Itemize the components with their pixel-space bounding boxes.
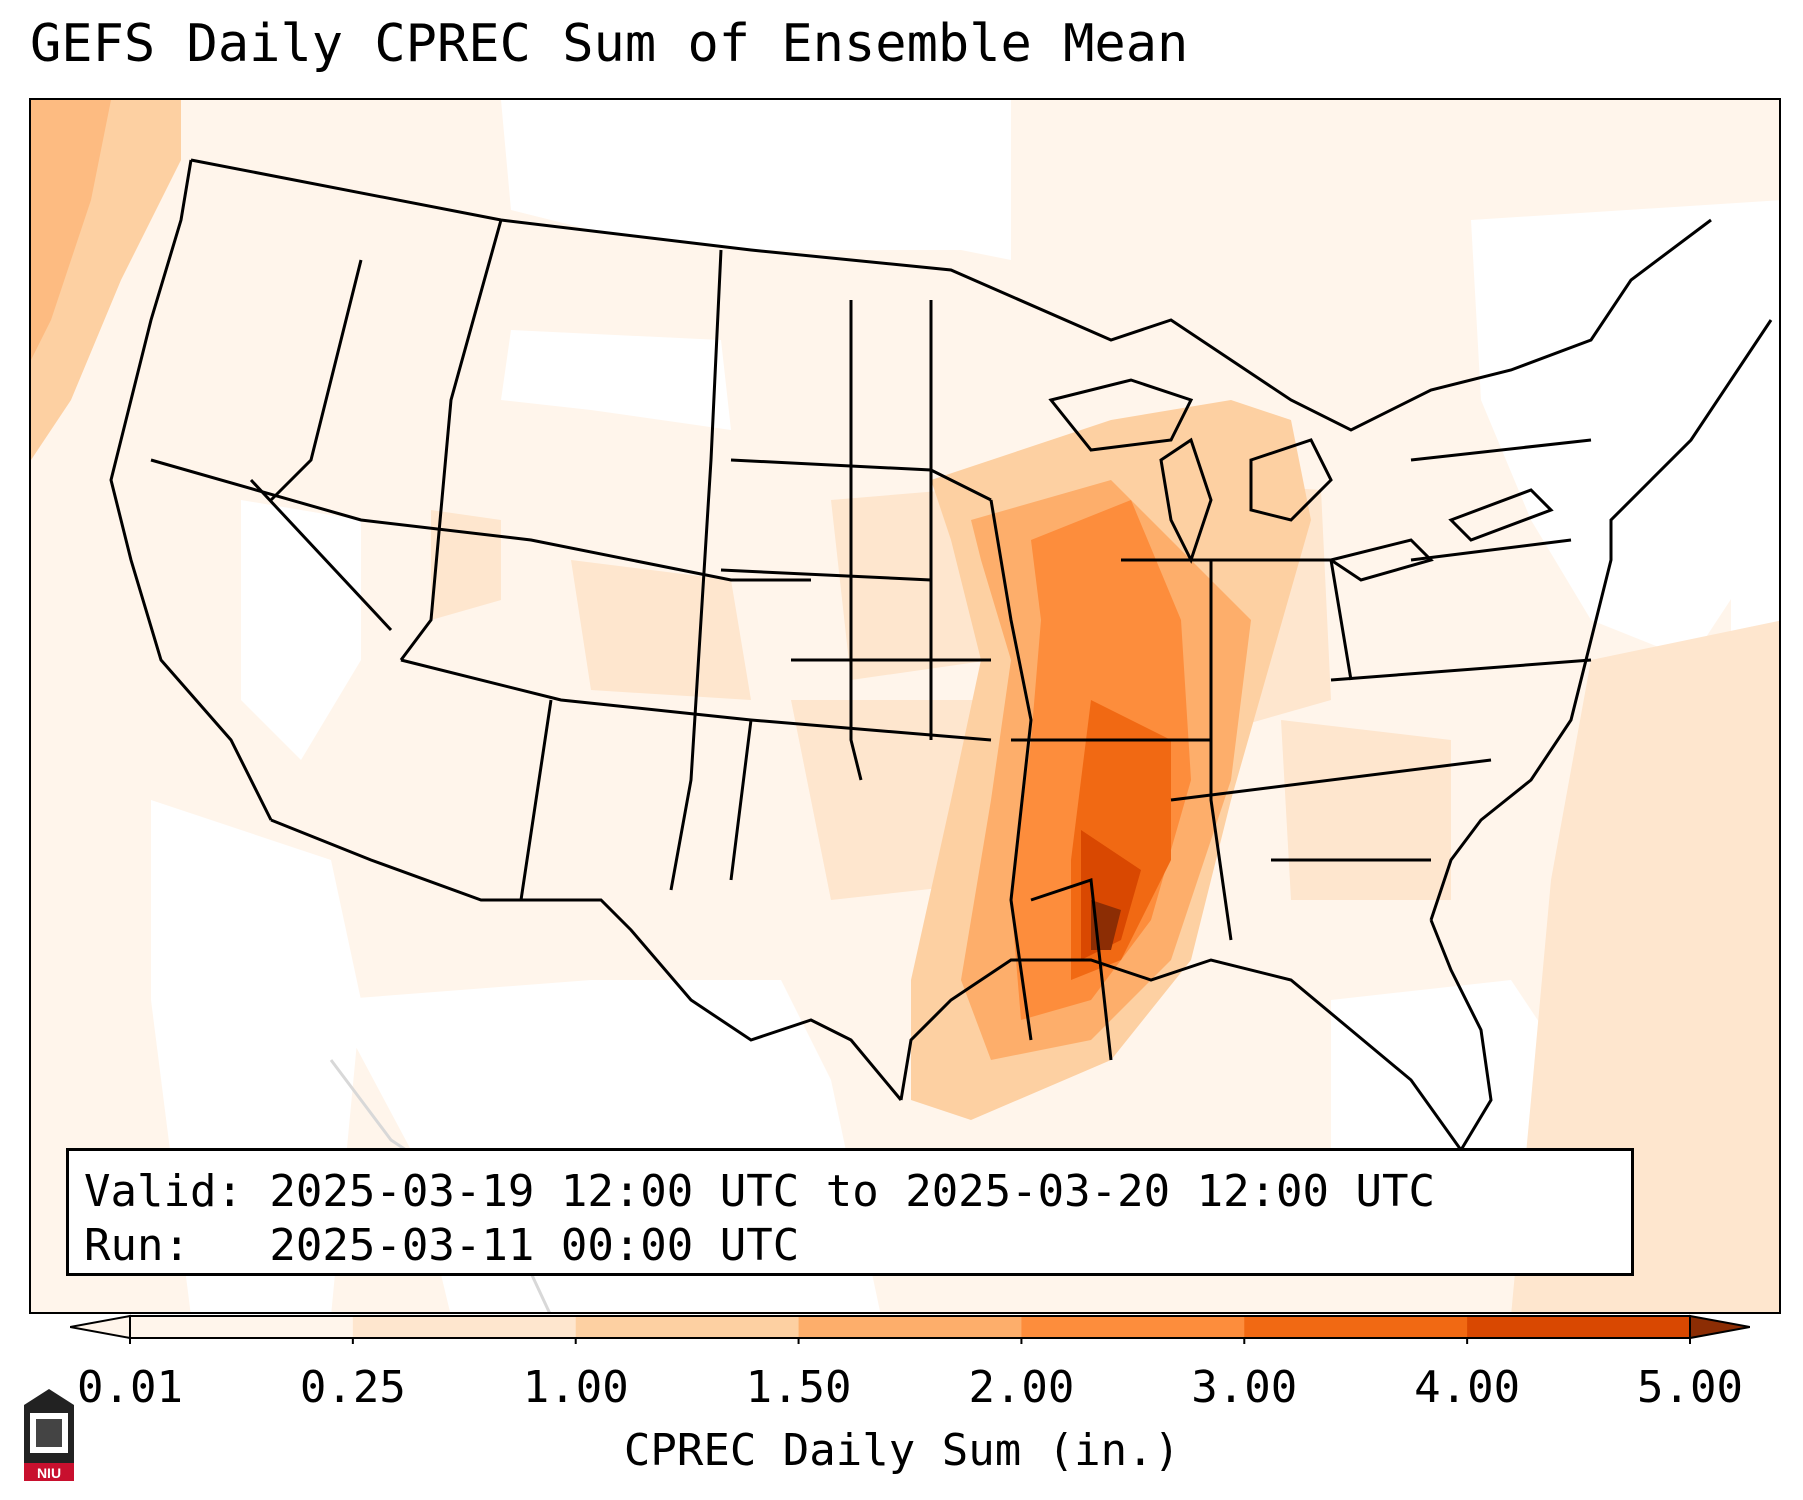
colorbar-tick-label: 5.00 <box>1637 1362 1743 1413</box>
svg-text:NIU: NIU <box>37 1465 61 1481</box>
colorbar-tick-label: 3.00 <box>1191 1362 1298 1413</box>
colorbar-segment <box>130 1316 354 1338</box>
colorbar-segments <box>70 1314 1750 1340</box>
map-panel <box>29 98 1781 1314</box>
colorbar-segment <box>798 1316 1022 1338</box>
colorbar-extend-max <box>1689 1314 1750 1340</box>
colorbar-outline <box>129 1315 1691 1339</box>
colorbar-label: CPREC Daily Sum (in.) <box>623 1425 1181 1476</box>
colorbar-tick-label: 4.00 <box>1414 1362 1521 1413</box>
colorbar-segment <box>352 1316 577 1338</box>
map-title: GEFS Daily CPREC Sum of Ensemble Mean <box>30 14 1189 74</box>
colorbar-tick-label: 1.50 <box>745 1362 852 1413</box>
colorbar-segment <box>1467 1316 1691 1338</box>
colorbar-tick-label: 0.25 <box>299 1362 406 1413</box>
valid-time-line: Valid: 2025-03-19 12:00 UTC to 2025-03-2… <box>84 1166 1436 1217</box>
niu-logo: NIU <box>24 1389 74 1481</box>
atlantic-precip <box>1511 620 1779 1312</box>
colorbar-extend-min <box>70 1314 131 1340</box>
run-time-line: Run: 2025-03-11 00:00 UTC <box>84 1220 800 1271</box>
colorbar-tick-label: 2.00 <box>968 1362 1075 1413</box>
colorbar-tick-label: 1.00 <box>522 1362 629 1413</box>
colorbar-segment <box>1244 1316 1468 1338</box>
colorbar-segment <box>575 1316 800 1338</box>
precip-map <box>31 100 1779 1312</box>
map-borders <box>109 158 1773 1153</box>
valid-run-info-box: Valid: 2025-03-19 12:00 UTC to 2025-03-2… <box>66 1148 1634 1276</box>
colorbar <box>70 1314 1750 1344</box>
west-coast-precip <box>31 100 181 460</box>
colorbar-ticks <box>129 1338 1691 1344</box>
colorbar-segment <box>1021 1316 1245 1338</box>
colorbar-tick-label: 0.01 <box>77 1362 183 1413</box>
